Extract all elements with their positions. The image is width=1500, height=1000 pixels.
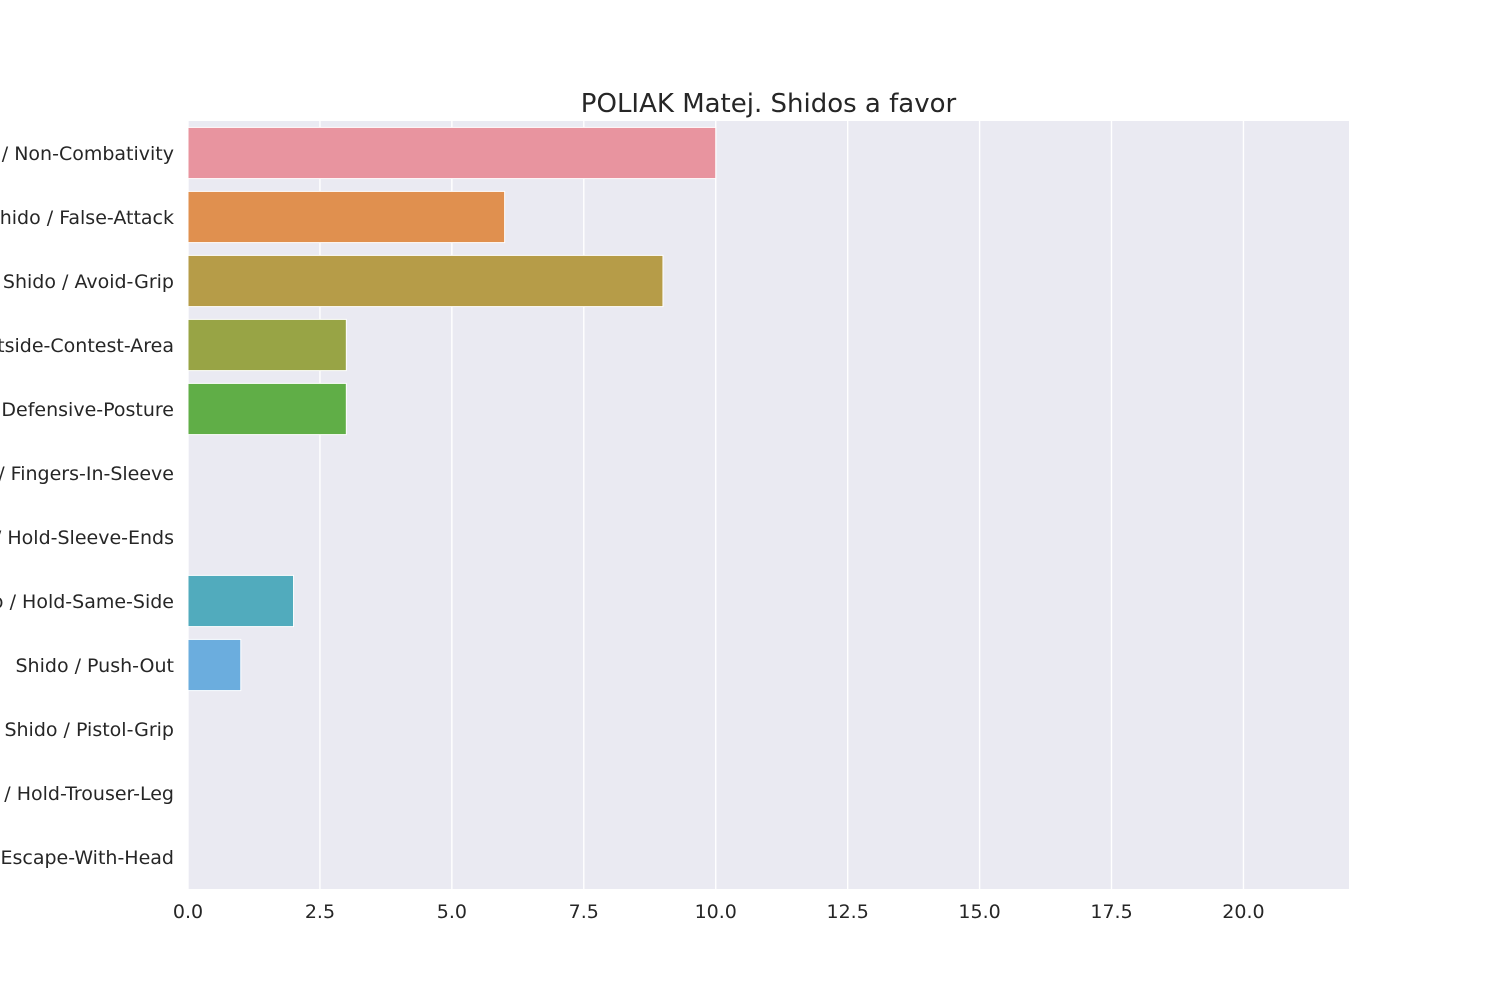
bars	[187, 126, 717, 692]
x-tick-label: 12.5	[827, 901, 869, 923]
y-category-label: Shido / Hold-Trouser-Leg	[0, 783, 174, 805]
bar	[187, 190, 506, 244]
y-category-label: Shido / Push-Out	[16, 655, 175, 677]
y-category-label: Shido / Pistol-Grip	[4, 719, 174, 741]
y-category-label: Shido / Avoid-Grip	[3, 271, 174, 293]
y-category-label: Shido / Defensive-Posture	[0, 399, 174, 421]
bar	[187, 382, 347, 436]
bar	[187, 574, 295, 628]
plot-area	[188, 121, 1349, 889]
x-axis-tick-labels: 0.0 2.5 5.0 7.5 10.0 12.5 15.0 17.5 20.0	[173, 901, 1265, 923]
x-tick-label: 15.0	[958, 901, 1000, 923]
y-category-label: Shido / False-Attack	[0, 207, 174, 229]
y-axis-labels: Shido / Non-Combativity Shido / False-Att…	[0, 143, 174, 869]
grid-lines	[187, 121, 1245, 889]
bar	[187, 254, 664, 308]
x-tick-label: 10.0	[695, 901, 737, 923]
y-category-label: Shido / Escape-With-Head	[0, 847, 174, 869]
y-category-label: Shido / Fingers-In-Sleeve	[0, 463, 174, 485]
y-category-label: Shido / Hold-Sleeve-Ends	[0, 527, 174, 549]
bar	[187, 638, 242, 692]
y-category-label: Shido / Outside-Contest-Area	[0, 335, 174, 357]
x-tick-label: 17.5	[1090, 901, 1132, 923]
x-tick-label: 5.0	[437, 901, 467, 923]
y-category-label: Shido / Hold-Same-Side	[0, 591, 174, 613]
bar	[187, 318, 347, 372]
x-tick-label: 0.0	[173, 901, 203, 923]
x-tick-label: 20.0	[1222, 901, 1264, 923]
bar	[187, 126, 717, 180]
x-tick-label: 7.5	[569, 901, 599, 923]
y-category-label: Shido / Non-Combativity	[0, 143, 174, 165]
chart-title: POLIAK Matej. Shidos a favor	[581, 89, 957, 119]
x-tick-label: 2.5	[305, 901, 335, 923]
